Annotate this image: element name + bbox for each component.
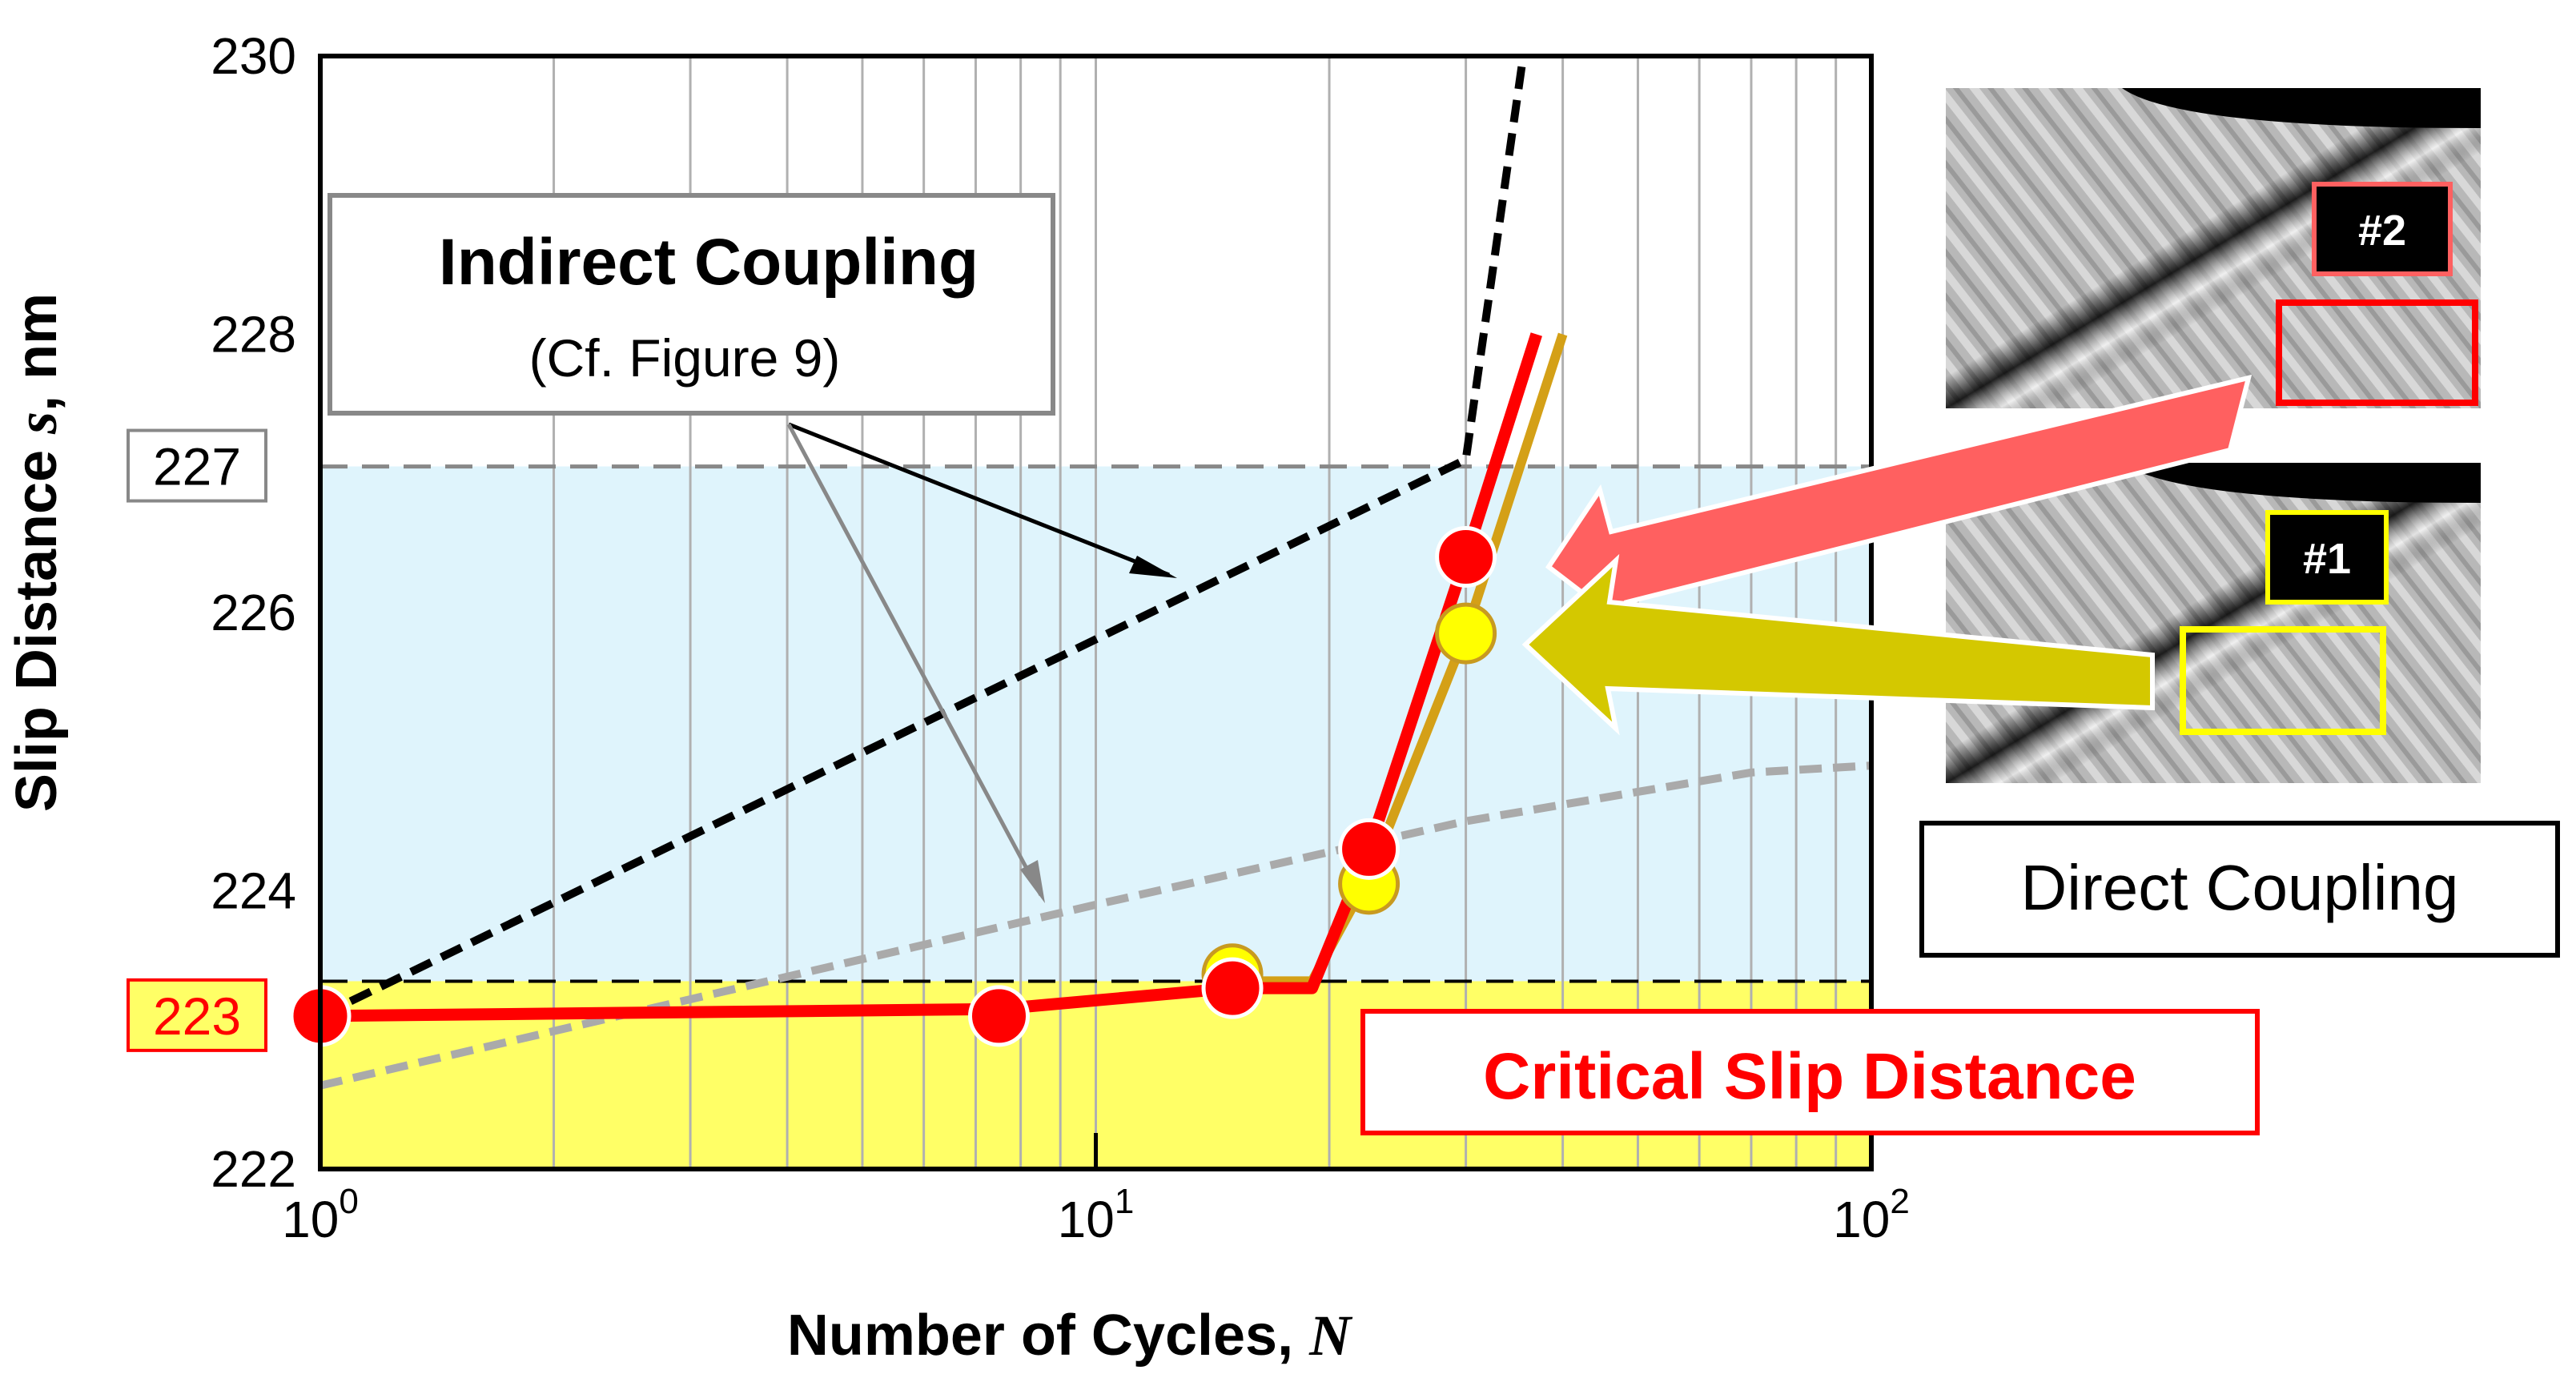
y-tick-label: 230 — [211, 27, 296, 85]
level-label-227: 227 — [153, 437, 241, 496]
level-lines — [320, 464, 1871, 983]
micrograph-1: #1 — [1946, 463, 2481, 783]
x-axis-title: Number of Cycles, N — [787, 1304, 1353, 1368]
x-tick-label: 101 — [1058, 1182, 1135, 1248]
data-point-yellow — [1435, 602, 1497, 665]
direct-coupling-label: Direct Coupling — [2021, 852, 2459, 923]
plot-frame — [318, 54, 1874, 1171]
level-label-box — [127, 978, 267, 1052]
series-dashed-black — [320, 56, 1528, 1020]
data-point-red — [967, 985, 1030, 1047]
y-tick-label: 224 — [211, 862, 296, 920]
indirect-coupling-subtitle: (Cf. Figure 9) — [529, 328, 841, 388]
level-labels: 227 223 — [127, 428, 267, 1052]
indirect-coupling-title: Indirect Coupling — [439, 226, 979, 299]
y-tick-label: 228 — [211, 306, 296, 364]
level-label-223: 223 — [153, 986, 241, 1046]
level-label-box — [127, 428, 267, 503]
indirect-coupling-callout: Indirect Coupling (Cf. Figure 9) — [328, 193, 1177, 903]
x-tick-label: 102 — [1833, 1182, 1910, 1248]
tag-2-label: #2 — [2358, 207, 2406, 255]
micrograph-2: #2 — [1946, 88, 2481, 408]
direct-coupling-callout: Direct Coupling — [1919, 821, 2560, 958]
arrow-from-1 — [1521, 553, 2155, 736]
tag-1-label: #1 — [2303, 535, 2351, 583]
data-point-red — [1201, 957, 1264, 1019]
critical-slip-distance-callout: Critical Slip Distance — [1360, 1009, 2260, 1135]
y-tick-label: 222 — [211, 1140, 296, 1198]
data-point-red — [1435, 526, 1497, 588]
x-tick-label: 100 — [282, 1182, 359, 1248]
critical-slip-distance-label: Critical Slip Distance — [1483, 1040, 2136, 1113]
y-tick-labels: 222 224 226 228 230 — [211, 27, 296, 1198]
y-tick-label: 226 — [211, 584, 296, 641]
x-tick-labels: 100 101 102 — [282, 1182, 1910, 1248]
data-points — [289, 526, 1497, 1047]
y-axis-title: Slip Distance s, nm — [5, 293, 69, 812]
data-point-red — [1338, 818, 1401, 880]
